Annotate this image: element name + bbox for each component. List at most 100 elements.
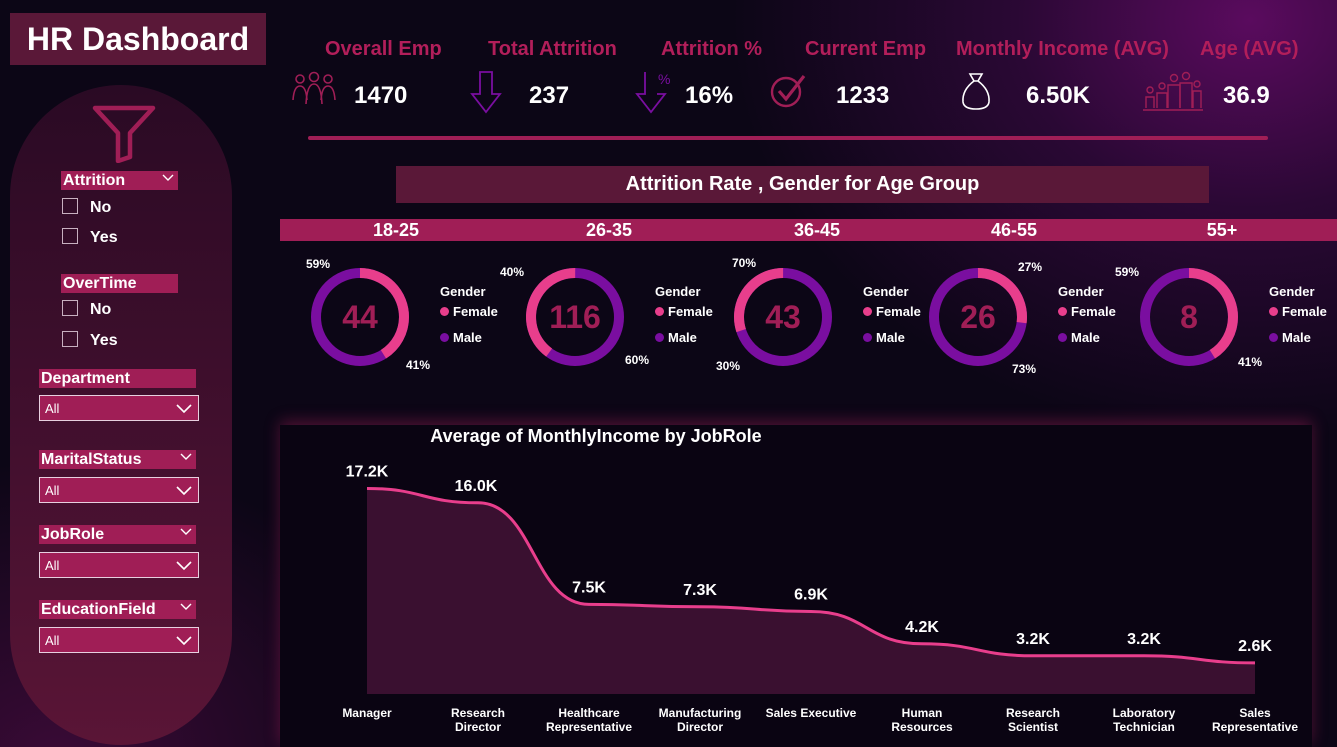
donut-pct-label: 41% — [406, 358, 431, 372]
data-label: 6.9K — [794, 587, 828, 604]
kpi-label-overall-emp: Overall Emp — [325, 38, 442, 60]
education-filter-label: EducationField — [41, 601, 156, 618]
donut-slice-female — [311, 268, 409, 366]
chevron-down-icon — [180, 528, 192, 535]
kpi-value-current-emp: 1233 — [836, 82, 890, 109]
legend-dot — [1269, 307, 1278, 317]
legend-dot — [1058, 307, 1067, 317]
donut-chart — [1140, 268, 1238, 366]
chevron-down-icon — [176, 636, 192, 646]
education-dropdown-value: All — [45, 633, 60, 648]
data-label: 17.2K — [346, 463, 389, 480]
checkbox[interactable] — [62, 300, 78, 317]
legend-item-female: Female — [1058, 304, 1116, 319]
donut-slice-female — [929, 268, 1027, 366]
chevron-down-icon — [162, 174, 174, 181]
data-label: 3.2K — [1016, 631, 1050, 648]
x-tick-label: Healthcare Representative — [545, 706, 633, 734]
legend-item-male: Male — [1058, 330, 1100, 345]
overtime-option-no[interactable]: No — [62, 299, 111, 321]
age-group-label: 46-55 — [990, 220, 1038, 240]
jobrole-dropdown-value: All — [45, 558, 60, 573]
donut-total: 8 — [1180, 299, 1198, 335]
jobrole-dropdown[interactable]: All — [39, 552, 199, 578]
donut-pct-label: 60% — [625, 353, 650, 367]
donut-total: 43 — [765, 299, 801, 335]
legend-title: Gender — [863, 284, 909, 299]
age-group-label: 36-45 — [793, 220, 841, 240]
kpi-label-monthly-income: Monthly Income (AVG) — [956, 38, 1169, 60]
checkbox[interactable] — [62, 228, 78, 245]
check-circle-icon — [770, 75, 806, 108]
jobrole-filter-header: JobRole — [39, 525, 196, 544]
data-label: 16.0K — [455, 478, 498, 495]
kpi-label-current-emp: Current Emp — [805, 38, 927, 60]
donut-pct-label: 70% — [732, 256, 757, 270]
department-dropdown-value: All — [45, 401, 60, 416]
x-tick-label: Human Resources — [891, 706, 953, 734]
education-filter-header: EducationField — [39, 600, 196, 619]
area-chart-title: Average of MonthlyIncome by JobRole — [430, 426, 762, 446]
donut-pct-label: 30% — [716, 359, 741, 373]
data-label: 7.5K — [572, 579, 606, 596]
legend-dot — [1058, 333, 1067, 343]
donut-chart — [311, 268, 409, 366]
legend-title: Gender — [655, 284, 701, 299]
donut-total: 26 — [960, 299, 996, 335]
data-label: 3.2K — [1127, 631, 1161, 648]
data-label: 7.3K — [683, 582, 717, 599]
chevron-down-icon — [180, 603, 192, 610]
donut-section-title: Attrition Rate , Gender for Age Group — [396, 166, 1209, 203]
donut-slice-female — [734, 268, 832, 366]
legend-item-male: Male — [1269, 330, 1311, 345]
checkbox[interactable] — [62, 331, 78, 348]
legend-item-female: Female — [1269, 304, 1327, 319]
legend-dot — [863, 307, 872, 317]
donut-chart — [929, 268, 1027, 366]
people-group-icon — [292, 71, 336, 105]
legend-item-female: Female — [440, 304, 498, 319]
department-filter-header: Department — [39, 369, 196, 388]
attrition-option-yes-label: Yes — [90, 229, 118, 246]
donut-pct-label: 73% — [1012, 362, 1037, 376]
chevron-down-icon — [176, 486, 192, 496]
filter-icon — [92, 105, 156, 163]
legend-item-male: Male — [440, 330, 482, 345]
kpi-value-overall-emp: 1470 — [354, 82, 408, 109]
marital-dropdown[interactable]: All — [39, 477, 199, 503]
kpi-value-attrition-pct: 16% — [685, 82, 734, 109]
overtime-filter-label: OverTime — [63, 275, 137, 292]
x-tick-label: Laboratory Technician — [1112, 706, 1176, 734]
checkbox[interactable] — [62, 198, 78, 215]
arrow-down-icon — [470, 71, 502, 114]
age-group-label: 26-35 — [585, 220, 633, 240]
education-dropdown[interactable]: All — [39, 627, 199, 653]
department-dropdown[interactable]: All — [39, 395, 199, 421]
donut-pct-label: 27% — [1018, 260, 1043, 274]
x-tick-label: Sales Representative — [1211, 706, 1299, 734]
legend-dot — [655, 307, 664, 317]
chevron-down-icon — [176, 561, 192, 571]
legend-title: Gender — [1058, 284, 1104, 299]
attrition-option-no[interactable]: No — [62, 197, 111, 219]
department-filter-label: Department — [41, 370, 130, 387]
attrition-option-yes[interactable]: Yes — [62, 227, 118, 249]
donut-chart — [734, 268, 832, 366]
donut-slice-female — [1140, 268, 1238, 366]
kpi-value-total-attrition: 237 — [529, 82, 570, 109]
x-tick-label: Research Director — [450, 706, 506, 734]
legend-item-male: Male — [655, 330, 697, 345]
data-label: 4.2K — [905, 619, 939, 636]
money-bag-icon — [962, 73, 990, 110]
overtime-option-yes[interactable]: Yes — [62, 330, 118, 352]
donut-pct-label: 40% — [500, 265, 525, 279]
svg-text:%: % — [658, 71, 670, 87]
data-label: 2.6K — [1238, 638, 1272, 655]
dashboard-title-box: HR Dashboard — [10, 13, 266, 65]
legend-title: Gender — [1269, 284, 1315, 299]
kpi-value-age: 36.9 — [1223, 82, 1270, 109]
overtime-filter-header[interactable]: OverTime — [61, 274, 178, 293]
legend-dot — [655, 333, 664, 343]
attrition-filter-header[interactable]: Attrition — [61, 171, 178, 190]
area-fill — [367, 488, 1255, 694]
